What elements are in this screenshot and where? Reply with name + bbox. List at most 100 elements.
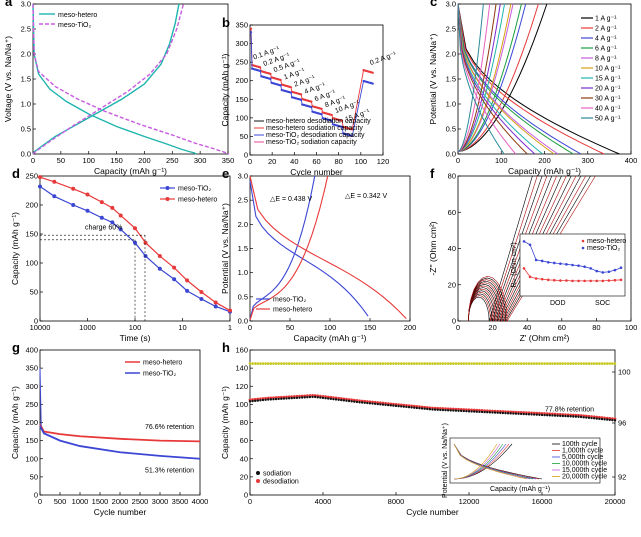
y-tick-label: 350 [25,364,38,373]
y-tick-label: 0.5 [21,125,31,134]
sodiation-point [564,414,567,418]
x-tick-label: 0 [456,156,460,165]
sodiation-point [332,397,335,401]
inset-point [559,279,562,282]
series-line [39,425,201,460]
tio2-point [279,84,282,87]
series-point [228,308,232,313]
sodiation-point [574,415,578,418]
sodiation-point [517,412,520,415]
series-point [199,296,204,301]
sodiation-point [587,416,591,419]
sodiation-point [426,407,429,411]
x-axis-label: Cycle number [94,507,147,517]
hetero-point [351,128,354,131]
hetero-point [340,119,344,122]
sodiation-point [543,413,546,417]
series-point [99,200,104,205]
legend-entry: 1 A g⁻¹ [595,16,617,23]
legend-entry: 20 A g⁻¹ [595,86,621,93]
x-tick-label: 0 [248,497,252,506]
inset-point [589,267,592,270]
inset-point [583,279,586,283]
sodiation-point [413,406,416,409]
sodiation-point [462,409,465,413]
charge-line [457,3,522,152]
legend-entry: 50 A g⁻¹ [595,116,621,123]
tio2-point [249,31,253,34]
ce-point [384,362,387,365]
series-line [32,3,230,155]
y-tick-label: 20 [448,280,456,289]
sodiation-point [525,412,528,416]
x-tick-label: 0 [248,157,252,166]
ce-point [259,362,262,365]
legend-entry: 10 A g⁻¹ [595,66,621,73]
legend-entry: meso-TiO₂ [273,297,306,304]
sodiation-point [269,398,273,401]
sodiation-point [340,398,343,402]
y-tick-label: 0.0 [238,317,248,326]
legend-entry: meso-TiO₂ [58,22,91,29]
series-point [185,288,190,293]
ce-point [564,362,567,365]
series-line [32,3,185,155]
x-tick-label: 10000 [30,323,51,332]
ce-point [366,362,369,365]
sodiation-point [306,396,309,399]
sodiation-point [595,417,598,420]
x-tick-label: 0 [31,156,35,165]
sodiation-point [499,411,502,415]
ce-point [491,362,494,365]
ce-point [392,362,395,365]
y-tick-label: 400 [25,346,38,355]
x-tick-label: 250 [166,156,179,165]
sodiation-point [418,407,421,410]
sodiation-point [329,397,333,401]
ce-point [538,362,541,365]
sodiation-point [392,404,395,407]
ce-point [504,362,507,365]
y-tick-label: 0 [244,151,248,160]
sodiation-point [538,413,541,417]
inset-point [559,262,562,265]
sodiation-point [582,416,585,419]
legend: meso-TiO₂ meso-hetero [160,186,217,204]
y-axis-label: Potential (V vs. Na/Na⁺) [220,203,230,294]
ce-point [379,362,382,365]
ce-point [566,362,570,365]
ce-point [300,362,304,365]
x-tick-label: 0 [456,323,460,332]
x-tick-label: 100 [355,157,368,166]
inset-point [589,279,592,283]
ce-point [535,362,539,365]
legend-entry: desodiation [263,479,299,486]
ce-point [613,362,617,365]
rate-label: 0.2 A g⁻¹ [369,51,398,67]
ce-point [397,362,400,365]
x-tick-label: 2500 [132,497,149,506]
series-point [143,254,148,259]
ce-point [308,362,312,365]
sodiation-point [366,401,369,405]
sodiation-point [457,409,460,412]
ce-point [496,362,499,365]
sodiation-point [316,396,319,399]
x-tick-label: 16000 [532,497,553,506]
ce-point [558,362,562,365]
ce-point [449,362,453,365]
series-point [38,184,42,189]
legend-marker [256,471,260,475]
charge-line [457,3,512,152]
sodiation-point [350,400,353,403]
ce-point [394,362,398,365]
inset-point [571,279,574,283]
sodiation-point [248,400,252,403]
ce-point [493,362,497,365]
tio2-point [340,125,344,129]
panel-label: a [5,0,13,9]
ce-point [498,362,502,365]
y-tick-label: 200 [235,76,248,85]
sodiation-point [467,410,471,413]
hetero-point [279,78,282,82]
